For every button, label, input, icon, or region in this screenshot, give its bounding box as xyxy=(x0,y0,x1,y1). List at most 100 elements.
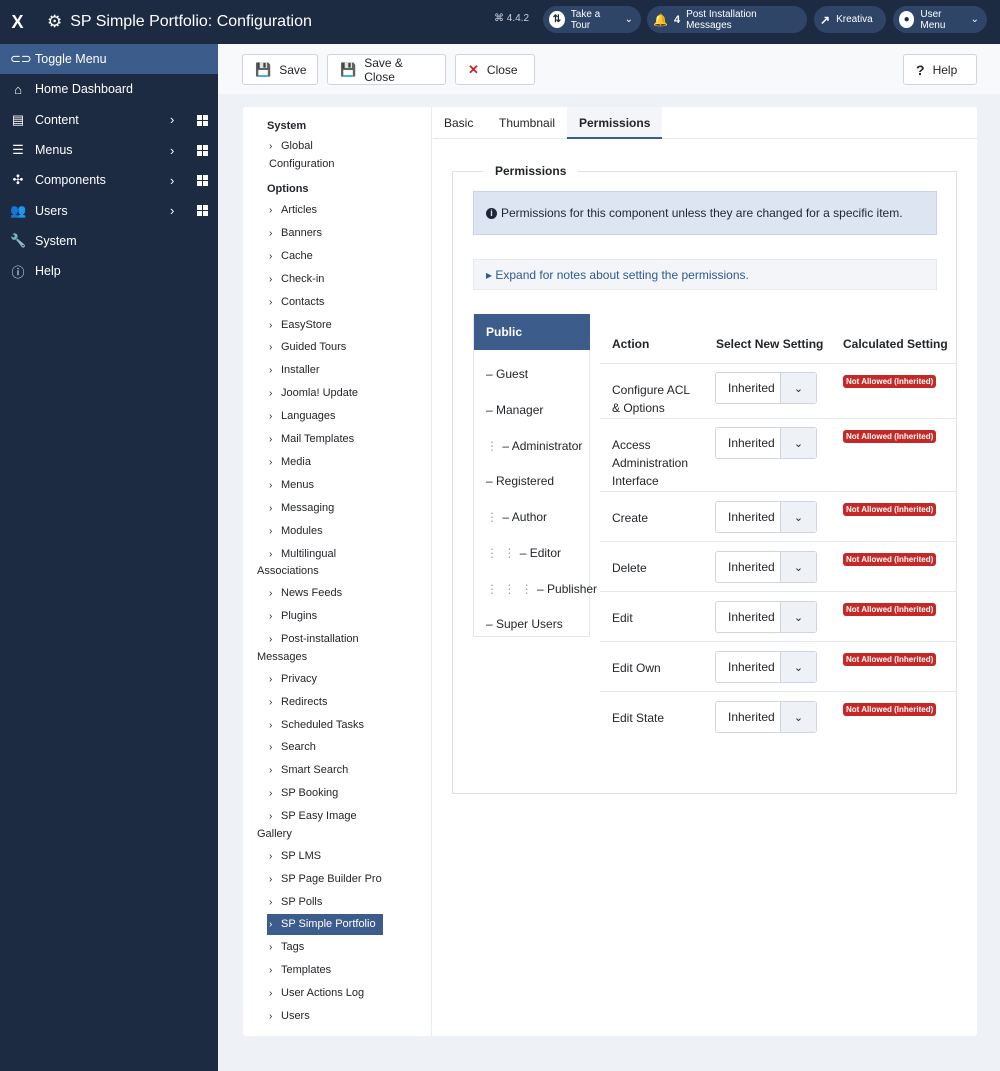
nav-label: Scheduled Tasks xyxy=(281,718,364,731)
site-link-button[interactable]: ↗ Kreativa xyxy=(814,6,886,33)
nav-item-sp-lms[interactable]: › SP LMS xyxy=(269,848,434,866)
permission-select[interactable]: Inherited ⌄ xyxy=(715,651,817,683)
nav-item-sp-easy-image[interactable]: › SP Easy Image Gallery xyxy=(257,808,434,842)
permission-select[interactable]: Inherited ⌄ xyxy=(715,427,817,459)
user-group-guest[interactable]: – Guest xyxy=(474,367,590,381)
user-group-author[interactable]: ⋮ – Author xyxy=(474,510,590,524)
sidebar-item-system[interactable]: 🔧 System xyxy=(0,226,218,256)
save-button[interactable]: 💾 Save xyxy=(242,54,318,85)
nav-item-scheduled-tasks[interactable]: › Scheduled Tasks xyxy=(269,717,434,735)
nav-item-users[interactable]: › Users xyxy=(269,1008,434,1026)
nav-item-global-configuration[interactable]: › Global Configuration xyxy=(269,138,434,172)
sidebar-item-toggle-menu[interactable]: ⊂⊃ Toggle Menu xyxy=(0,44,218,75)
tab-permissions[interactable]: Permissions xyxy=(567,107,663,139)
user-menu-button[interactable]: ● User Menu ⌄ xyxy=(893,6,987,33)
sidebar-item-help[interactable]: ⓘ Help xyxy=(0,256,218,286)
nav-item-search[interactable]: › Search xyxy=(269,739,434,757)
nav-item-guided-tours[interactable]: › Guided Tours xyxy=(269,339,434,357)
post-install-messages-button[interactable]: 🔔 4 Post Installation Messages xyxy=(647,6,807,33)
dashboard-grid-icon[interactable] xyxy=(197,205,209,217)
nav-item-languages[interactable]: › Languages xyxy=(269,408,434,426)
nav-item-contacts[interactable]: › Contacts xyxy=(269,294,434,312)
nav-label: Menus xyxy=(281,478,315,491)
user-group-editor[interactable]: ⋮ ⋮ – Editor xyxy=(474,546,590,560)
column-header-select: Select New Setting xyxy=(716,337,824,351)
dashboard-grid-icon[interactable] xyxy=(197,144,209,156)
user-group-manager[interactable]: – Manager xyxy=(474,403,590,417)
chevron-right-icon: › xyxy=(269,719,273,731)
joomla-logo-icon[interactable]: X xyxy=(11,11,24,32)
info-icon: ⓘ xyxy=(11,264,25,280)
chevron-right-icon: › xyxy=(269,479,273,491)
nav-label: Contacts xyxy=(281,295,325,308)
dashboard-grid-icon[interactable] xyxy=(197,175,209,187)
nav-item-cache[interactable]: › Cache xyxy=(269,248,434,266)
group-label: – Manager xyxy=(486,402,544,417)
permissions-notes-toggle[interactable]: ▸ Expand for notes about setting the per… xyxy=(473,259,937,290)
nav-item-sp-booking[interactable]: › SP Booking xyxy=(269,785,434,803)
nav-item-multilingual[interactable]: › Multilingual Associations xyxy=(257,546,434,580)
sidebar-item-label: Menus xyxy=(35,143,73,158)
users-icon: 👥 xyxy=(10,202,27,218)
nav-item-media[interactable]: › Media xyxy=(269,454,434,472)
user-group-public[interactable]: Public xyxy=(474,314,590,350)
tab-basic[interactable]: Basic xyxy=(444,116,474,130)
user-group-publisher[interactable]: ⋮ ⋮ ⋮ – Publisher xyxy=(474,582,597,596)
wrench-icon: 🔧 xyxy=(10,232,27,248)
permission-select[interactable]: Inherited ⌄ xyxy=(715,501,817,533)
action-text: Access xyxy=(612,438,651,452)
nav-label: Messaging xyxy=(281,501,335,514)
save-close-button[interactable]: 💾 Save & Close xyxy=(327,54,446,85)
nav-item-tags[interactable]: › Tags xyxy=(269,939,434,957)
nav-item-user-actions-log[interactable]: › User Actions Log xyxy=(269,985,434,1003)
nav-item-mail-templates[interactable]: › Mail Templates xyxy=(269,431,434,449)
nav-item-news-feeds[interactable]: › News Feeds xyxy=(269,585,434,603)
nav-item-privacy[interactable]: › Privacy xyxy=(269,671,434,689)
user-group-registered[interactable]: – Registered xyxy=(474,474,590,488)
nav-item-sp-polls[interactable]: › SP Polls xyxy=(269,894,434,912)
sidebar-item-users[interactable]: 👥 Users › xyxy=(0,195,218,225)
nav-item-redirects[interactable]: › Redirects xyxy=(269,694,434,712)
nav-item-messaging[interactable]: › Messaging xyxy=(269,500,434,518)
nav-item-templates[interactable]: › Templates xyxy=(269,962,434,980)
nav-item-joomla-update[interactable]: › Joomla! Update xyxy=(269,385,434,403)
sidebar-item-components[interactable]: ✣ Components › xyxy=(0,165,218,195)
nav-item-check-in[interactable]: › Check-in xyxy=(269,271,434,289)
sidebar-item-home-dashboard[interactable]: ⌂ Home Dashboard xyxy=(0,74,218,104)
dashboard-grid-icon[interactable] xyxy=(197,114,209,126)
calculated-setting-badge: Not Allowed (Inherited) xyxy=(843,653,937,666)
permission-select[interactable]: Inherited ⌄ xyxy=(715,701,817,733)
nav-label: Smart Search xyxy=(281,764,349,777)
nav-item-sp-simple-portfolio[interactable]: › SP Simple Portfolio xyxy=(267,913,383,935)
notification-count: 4 xyxy=(673,13,681,26)
sidebar-item-label: Users xyxy=(35,203,68,218)
nav-item-plugins[interactable]: › Plugins xyxy=(269,608,434,626)
nav-item-easystore[interactable]: › EasyStore xyxy=(269,317,434,335)
chevron-down-icon: ⌄ xyxy=(780,428,816,458)
permissions-info-alert: i Permissions for this component unless … xyxy=(473,191,937,235)
close-button[interactable]: ✕ Close xyxy=(455,54,535,85)
user-group-administrator[interactable]: ⋮ – Administrator xyxy=(474,439,590,453)
select-value: Inherited xyxy=(728,381,775,395)
help-button[interactable]: ? Help xyxy=(903,54,977,85)
nav-item-modules[interactable]: › Modules xyxy=(269,523,434,541)
permission-select[interactable]: Inherited ⌄ xyxy=(715,372,817,404)
permission-select[interactable]: Inherited ⌄ xyxy=(715,551,817,583)
sidebar-item-menus[interactable]: ☰ Menus › xyxy=(0,135,218,165)
user-group-super-users[interactable]: – Super Users xyxy=(474,617,590,631)
permission-row: Edit Own Inherited ⌄ Not Allowed (Inherited… xyxy=(600,641,957,691)
nav-item-articles[interactable]: › Articles xyxy=(269,202,434,220)
sidebar-item-content[interactable]: ▤ Content › xyxy=(0,105,218,135)
save-icon: 💾 xyxy=(340,61,357,77)
take-tour-button[interactable]: ⇅ Take a Tour ⌄ xyxy=(543,6,641,33)
nav-item-menus[interactable]: › Menus xyxy=(269,477,434,495)
permission-select[interactable]: Inherited ⌄ xyxy=(715,601,817,633)
action-text: Configure ACL xyxy=(612,383,691,397)
nav-item-installer[interactable]: › Installer xyxy=(269,362,434,380)
nav-item-post-installation[interactable]: › Post-installation Messages xyxy=(257,631,434,665)
permission-row: Edit Inherited ⌄ Not Allowed (Inherited) xyxy=(600,591,957,641)
tab-thumbnail[interactable]: Thumbnail xyxy=(499,116,556,130)
nav-item-banners[interactable]: › Banners xyxy=(269,225,434,243)
nav-item-sp-page-builder-pro[interactable]: › SP Page Builder Pro xyxy=(269,871,434,889)
nav-item-smart-search[interactable]: › Smart Search xyxy=(269,762,434,780)
